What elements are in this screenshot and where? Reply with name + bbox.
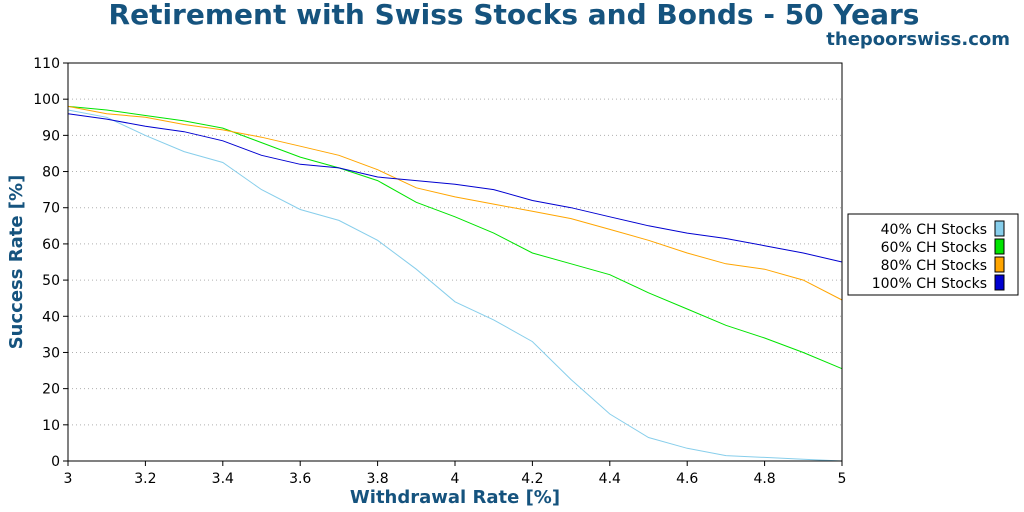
legend-swatch [994, 238, 1005, 255]
y-tick: 110 [33, 56, 68, 72]
x-tick: 3.4 [212, 461, 234, 487]
series-line [67, 113, 843, 263]
series-line [67, 105, 843, 370]
y-tick: 50 [42, 273, 68, 289]
legend-item: 100% CH Stocks [872, 274, 1005, 292]
y-tick-label: 70 [42, 201, 60, 217]
x-tick-label: 3.4 [212, 471, 234, 487]
x-tick-label: 4 [451, 471, 460, 487]
y-tick: 10 [42, 418, 68, 434]
chart-title: Retirement with Swiss Stocks and Bonds -… [108, 0, 920, 31]
legend-label: 60% CH Stocks [881, 240, 987, 256]
x-tick: 4 [451, 461, 460, 487]
x-tick: 5 [838, 461, 847, 487]
y-tick: 0 [51, 454, 68, 470]
legend-swatch [994, 274, 1005, 291]
x-tick-label: 3 [64, 471, 73, 487]
legend-swatch [994, 220, 1005, 237]
x-tick-label: 4.2 [521, 471, 543, 487]
y-tick-label: 10 [42, 418, 60, 434]
legend-box [847, 213, 1019, 296]
legend-item: 40% CH Stocks [881, 220, 1005, 238]
x-tick: 3.8 [366, 461, 389, 487]
y-tick-label: 100 [33, 92, 60, 108]
series-line [67, 109, 843, 462]
legend-label: 100% CH Stocks [872, 276, 987, 292]
x-axis: 3 3.2 3.4 3.6 3.8 4 4.2 4.4 4.6 4.8 5 [64, 461, 847, 487]
site-label: thepoorswiss.com [826, 29, 1010, 50]
y-tick: 40 [42, 309, 68, 325]
x-axis-title: Withdrawal Rate [%] [350, 487, 560, 508]
x-tick-label: 4.8 [753, 471, 775, 487]
grid [68, 98, 842, 426]
y-tick-label: 60 [42, 237, 60, 253]
y-axis: 0 10 20 30 40 50 60 70 80 90 100 110 [33, 56, 68, 470]
x-tick-label: 3.6 [289, 471, 311, 487]
y-tick-label: 90 [42, 128, 60, 144]
y-tick: 100 [33, 92, 68, 108]
x-tick: 4.4 [599, 461, 621, 487]
x-tick: 3 [64, 461, 73, 487]
legend-item: 80% CH Stocks [881, 256, 1005, 274]
x-tick: 3.6 [289, 461, 311, 487]
legend-label: 80% CH Stocks [881, 258, 987, 274]
y-tick: 30 [42, 345, 68, 361]
y-tick-label: 110 [33, 56, 60, 72]
y-tick-label: 80 [42, 165, 60, 181]
x-tick-label: 3.2 [134, 471, 156, 487]
legend-label: 40% CH Stocks [881, 222, 987, 238]
y-tick: 80 [42, 165, 68, 181]
x-tick-label: 3.8 [366, 471, 388, 487]
series-lines [67, 105, 843, 462]
x-tick-label: 4.4 [599, 471, 621, 487]
y-tick-label: 40 [42, 309, 60, 325]
x-tick-label: 5 [838, 471, 847, 487]
y-tick: 20 [42, 382, 68, 398]
y-tick-label: 50 [42, 273, 60, 289]
y-tick-label: 0 [51, 454, 60, 470]
x-tick: 4.8 [753, 461, 776, 487]
plot-frame [67, 62, 843, 462]
x-tick: 4.6 [676, 461, 698, 487]
legend-swatch [994, 256, 1005, 273]
y-tick: 70 [42, 201, 68, 217]
y-tick: 90 [42, 128, 68, 144]
x-tick: 3.2 [134, 461, 157, 487]
legend-item: 60% CH Stocks [881, 238, 1005, 256]
x-tick-label: 4.6 [676, 471, 698, 487]
y-tick-label: 30 [42, 345, 60, 361]
y-tick: 60 [42, 237, 68, 253]
y-axis-title: Success Rate [%] [6, 175, 27, 350]
x-tick: 4.2 [521, 461, 544, 487]
y-tick-label: 20 [42, 382, 60, 398]
legend: 40% CH Stocks 60% CH Stocks 80% CH Stocks 1… [847, 213, 1019, 296]
series-line [67, 105, 843, 301]
